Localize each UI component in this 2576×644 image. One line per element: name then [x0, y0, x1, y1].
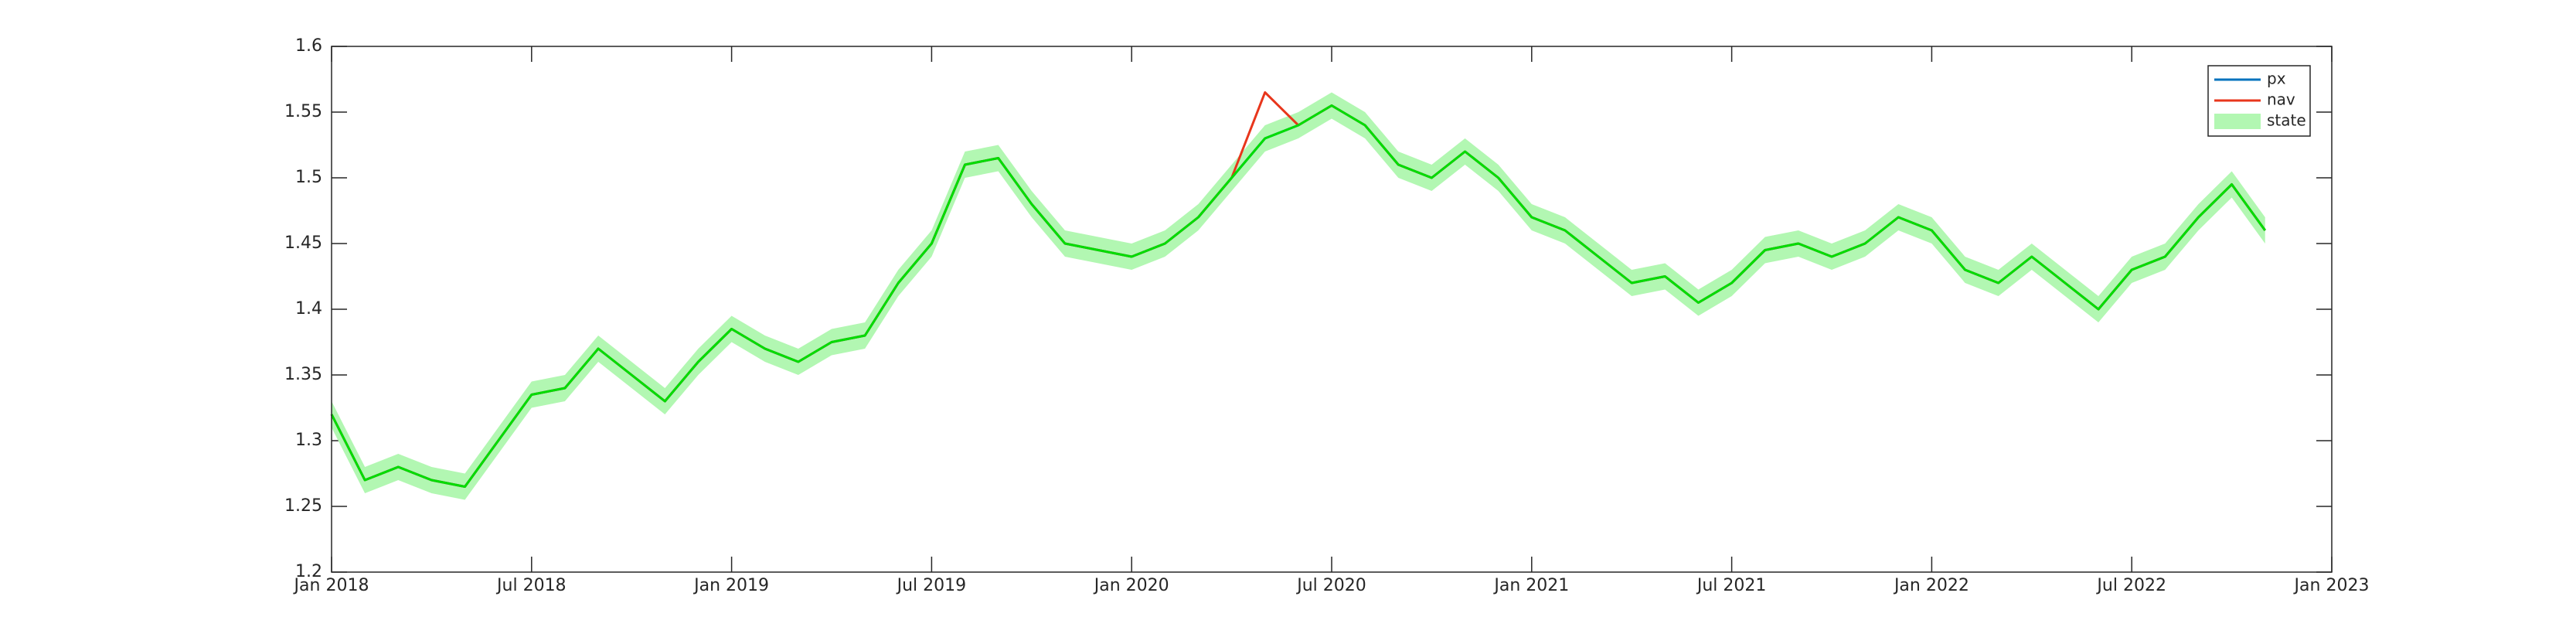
axes-box [331, 46, 2333, 573]
y-tick-label: 1.35 [284, 365, 322, 384]
y-tick-label: 1.25 [284, 496, 322, 516]
x-tick-label: Jul 2020 [1295, 576, 1366, 595]
legend-label: nav [2267, 90, 2295, 109]
x-tick-label: Jul 2019 [896, 576, 967, 595]
y-tick-label: 1.5 [295, 168, 322, 187]
y-tick-label: 1.2 [295, 562, 322, 581]
x-tick-label: Jan 2021 [1492, 576, 1569, 595]
x-tick-label: Jul 2022 [2095, 576, 2166, 595]
plot-area [332, 46, 2332, 572]
legend-swatch [2214, 114, 2261, 129]
y-tick-label: 1.4 [295, 299, 322, 319]
x-tick-label: Jul 2018 [495, 576, 567, 595]
series-line [330, 104, 2266, 488]
legend-label: px [2267, 70, 2286, 88]
x-tick-label: Jan 2023 [2293, 576, 2370, 595]
x-tick-label: Jan 2018 [293, 576, 369, 595]
y-tick-label: 1.55 [284, 102, 322, 121]
y-tick-label: 1.3 [295, 431, 322, 450]
legend-label: state [2267, 111, 2306, 130]
x-tick-label: Jan 2019 [692, 576, 769, 595]
y-tick-label: 1.45 [284, 233, 322, 253]
y-tick-label: 1.6 [295, 36, 322, 56]
legend: px nav state [2207, 65, 2311, 137]
x-tick-label: Jan 2022 [1893, 576, 1969, 595]
x-tick-label: Jul 2021 [1696, 576, 1767, 595]
x-tick-label: Jan 2020 [1093, 576, 1169, 595]
